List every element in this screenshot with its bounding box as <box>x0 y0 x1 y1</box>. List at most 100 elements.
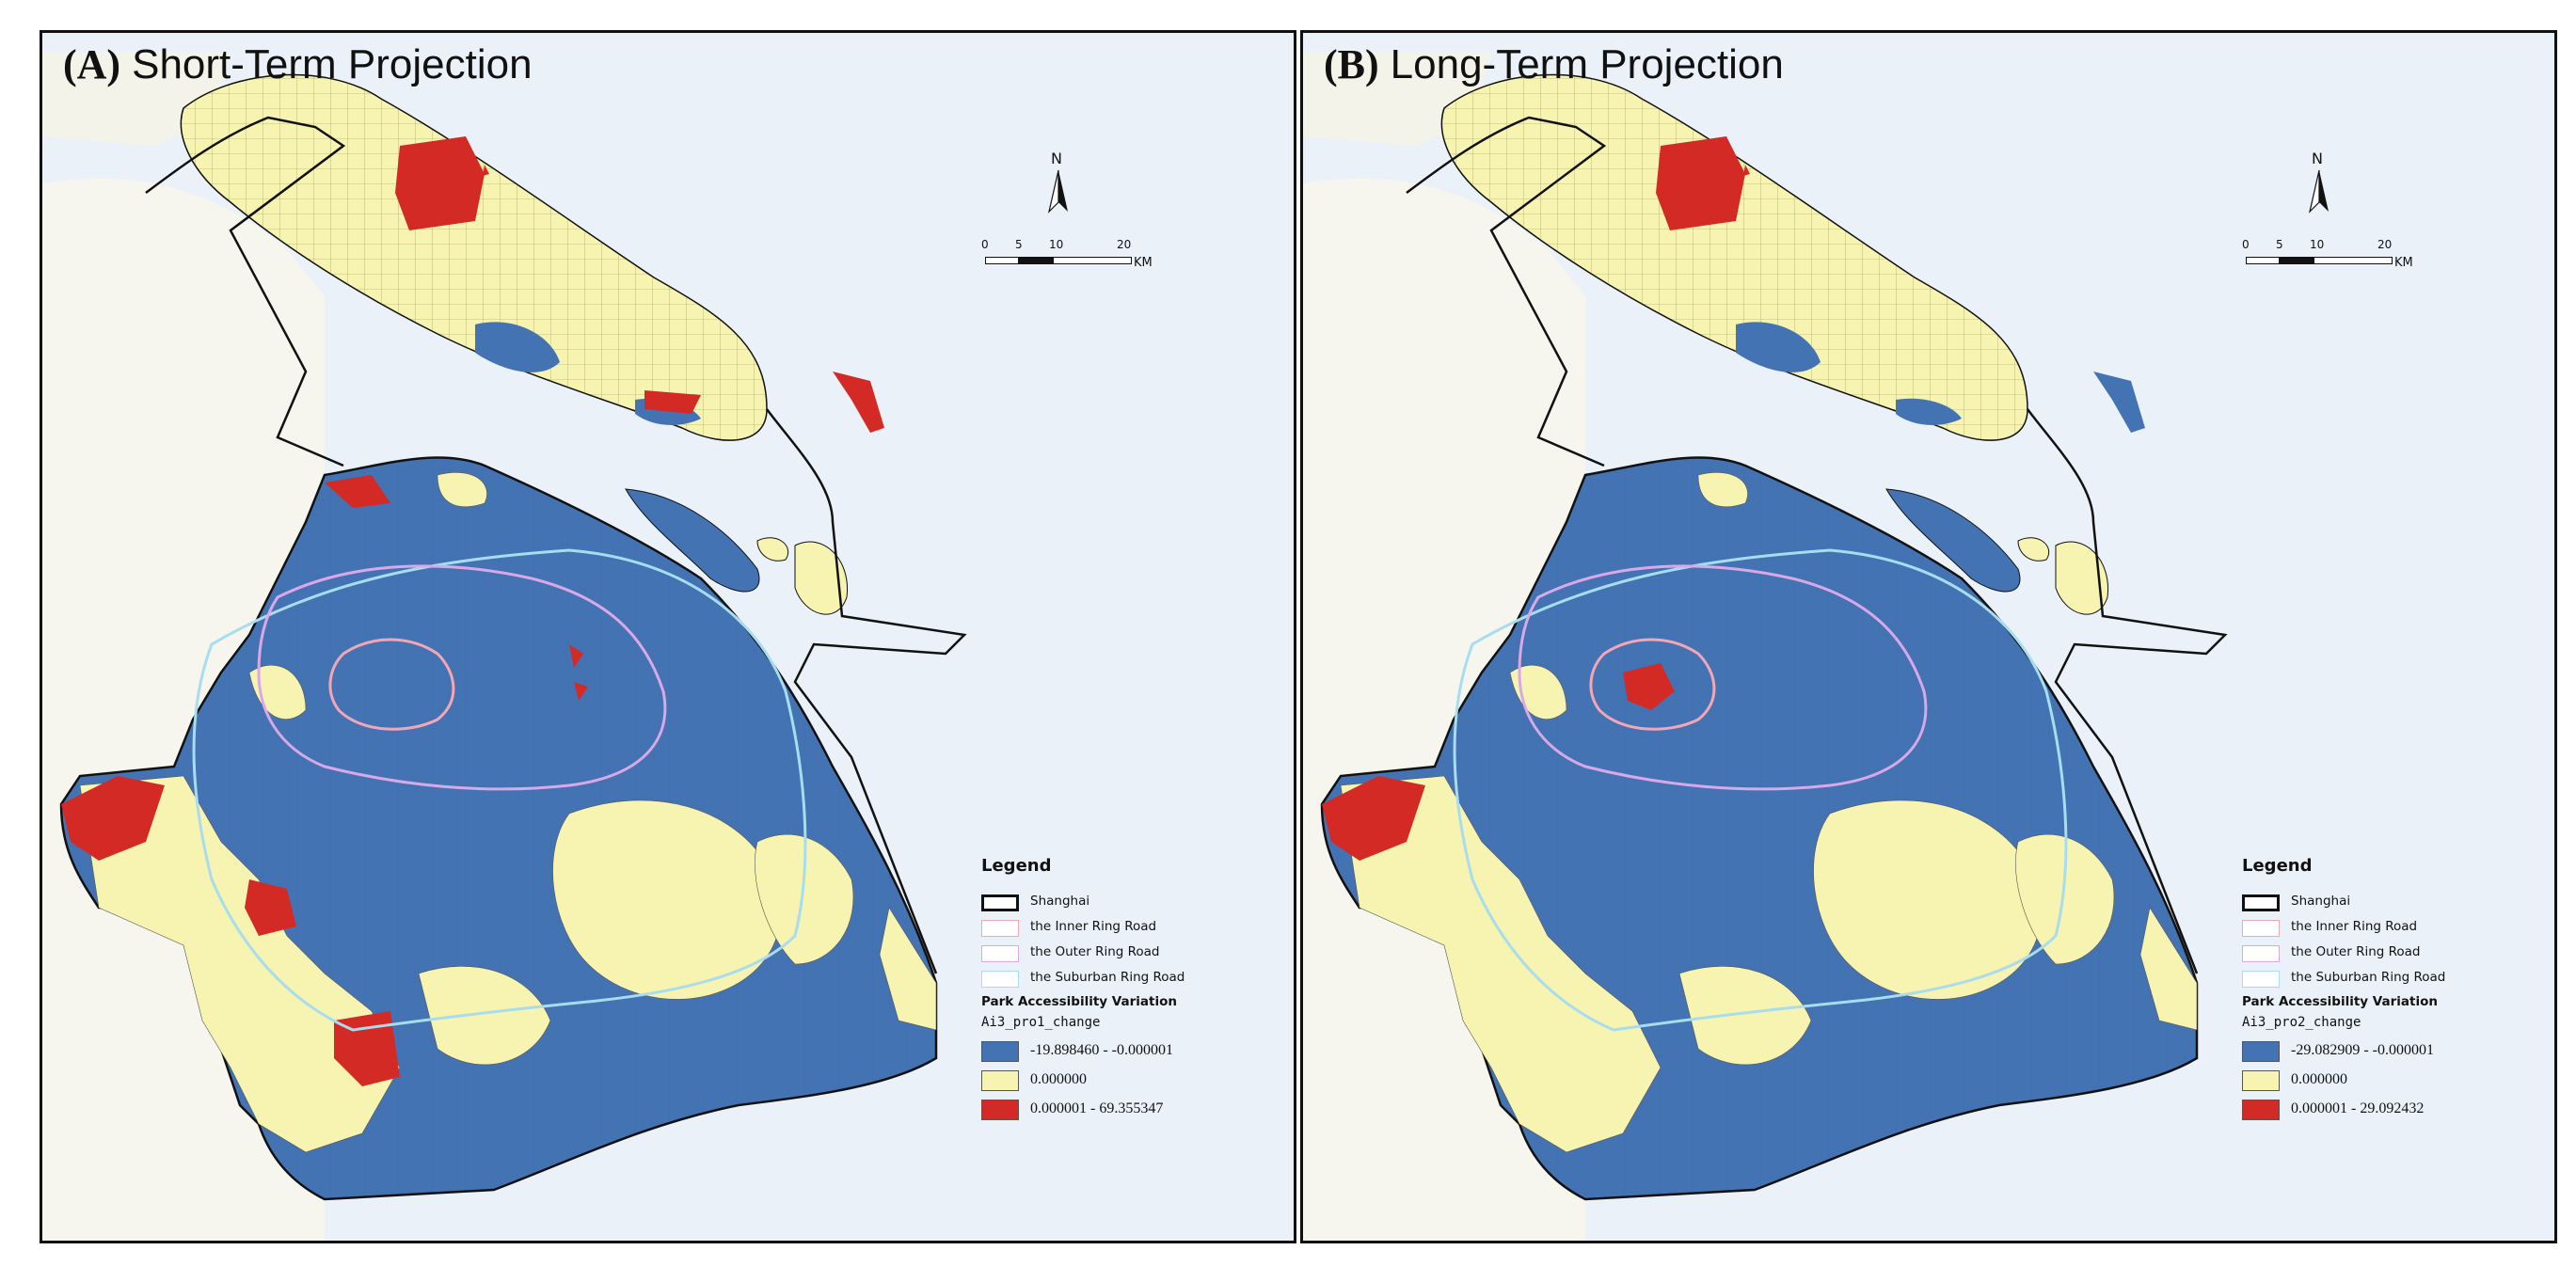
panel-title: (A) Short-Term Projection <box>63 40 533 88</box>
map-panel-a: (A) Short-Term Projection N 0 5 10 20 KM … <box>40 30 1296 1243</box>
map-panel-b: (B) Long-Term Projection N 0 5 10 20 KM L… <box>1300 30 2557 1243</box>
zero-change-area <box>418 966 551 1066</box>
north-arrow-icon <box>2308 169 2329 214</box>
class-swatch <box>981 1041 1019 1062</box>
legend-item-outer-ring: the Outer Ring Road <box>981 942 1264 967</box>
legend-label: the Inner Ring Road <box>2291 919 2418 934</box>
islet <box>756 537 789 562</box>
inner-ring-road <box>1589 638 1716 731</box>
scale-tick: 0 <box>981 238 989 251</box>
scale-unit: KM <box>2394 256 2413 270</box>
scale-segment <box>1053 257 1132 264</box>
changxing-island <box>1885 488 2021 593</box>
suburban-ring-swatch <box>2242 971 2280 988</box>
class-swatch <box>981 1070 1019 1091</box>
legend-label: the Outer Ring Road <box>1030 944 1160 959</box>
map-legend: Legend Shanghai the Inner Ring Road the … <box>2242 856 2524 1125</box>
chongming-grid <box>1441 74 2027 441</box>
chongming-grid <box>181 74 767 441</box>
increase-area <box>644 390 701 414</box>
increase-area <box>245 879 296 936</box>
zero-change-area <box>437 472 487 507</box>
legend-label: Shanghai <box>1030 894 1090 909</box>
legend-field: Ai3_pro1_change <box>981 1015 1101 1030</box>
legend-item-suburban-ring: the Suburban Ring Road <box>981 967 1264 992</box>
increase-area <box>325 475 390 508</box>
boundary-swatch <box>2242 894 2280 911</box>
legend-item-shanghai: Shanghai <box>981 891 1264 916</box>
map-legend: Legend Shanghai the Inner Ring Road the … <box>981 856 1264 1125</box>
increase-area <box>569 644 583 668</box>
legend-class: 0.000001 - 69.355347 <box>981 1096 1264 1125</box>
zero-change-area <box>552 799 781 1000</box>
zero-change-area <box>1697 472 1748 507</box>
scale-bar: 0 5 10 20 KM <box>981 238 1188 279</box>
shanghai-boundary <box>1406 116 1607 467</box>
scale-tick: 0 <box>2242 238 2250 251</box>
shanghai-boundary <box>766 408 967 974</box>
zero-change-area <box>2015 833 2115 965</box>
legend-subtitle: Park Accessibility Variation <box>981 994 1177 1009</box>
increase-area <box>1743 165 1750 176</box>
north-label: N <box>1051 150 1062 167</box>
legend-item-inner-ring: the Inner Ring Road <box>981 916 1264 942</box>
legend-title: Legend <box>2242 856 2313 876</box>
scale-unit: KM <box>1134 256 1153 270</box>
scale-tick: 20 <box>2377 238 2393 251</box>
zero-change-area <box>1813 799 2042 1000</box>
legend-class: -29.082909 - -0.000001 <box>2242 1037 2524 1067</box>
class-label: 0.000000 <box>2291 1071 2347 1087</box>
class-label: -29.082909 - -0.000001 <box>2291 1042 2434 1058</box>
scale-segment <box>2280 257 2314 264</box>
panel-tag: (A) <box>63 41 121 87</box>
scale-tick: 5 <box>1015 238 1023 251</box>
class-swatch <box>2242 1100 2280 1120</box>
suburban-ring-road <box>192 548 807 1032</box>
north-label: N <box>2312 150 2323 167</box>
outer-ring-road <box>257 564 667 791</box>
legend-label: the Suburban Ring Road <box>1030 970 1185 985</box>
panel-title-text: Short-Term Projection <box>132 41 533 87</box>
legend-item-inner-ring: the Inner Ring Road <box>2242 916 2524 942</box>
legend-item-suburban-ring: the Suburban Ring Road <box>2242 967 2524 992</box>
increase-area <box>61 776 165 861</box>
suburban-ring-road <box>1453 548 2068 1032</box>
hengsha-island <box>794 541 849 615</box>
legend-label: the Inner Ring Road <box>1030 919 1157 934</box>
increase-area <box>483 165 489 176</box>
legend-class: -19.898460 - -0.000001 <box>981 1037 1264 1067</box>
zero-change-area <box>79 775 401 1153</box>
class-label: -19.898460 - -0.000001 <box>1030 1042 1173 1058</box>
legend-label: the Suburban Ring Road <box>2291 970 2446 985</box>
shanghai-boundary <box>2027 408 2228 974</box>
zero-change-area <box>2139 907 2198 1031</box>
changxing-island <box>625 488 760 593</box>
increase-area <box>395 136 485 230</box>
decrease-area <box>1736 322 1821 372</box>
shanghai-boundary <box>145 116 346 467</box>
north-arrow-icon <box>1047 169 1068 214</box>
class-label: 0.000000 <box>1030 1071 1087 1087</box>
legend-item-shanghai: Shanghai <box>2242 891 2524 916</box>
north-arrow: N <box>1040 150 1077 225</box>
zero-change-area <box>1340 775 1662 1153</box>
map-canvas <box>42 52 967 1241</box>
legend-subtitle: Park Accessibility Variation <box>2242 994 2438 1009</box>
inner-ring-swatch <box>2242 920 2280 937</box>
class-swatch <box>2242 1070 2280 1091</box>
outer-ring-swatch <box>2242 945 2280 962</box>
class-label: 0.000001 - 69.355347 <box>1030 1100 1164 1116</box>
panel-title: (B) Long-Term Projection <box>1324 40 1784 88</box>
scale-tick: 20 <box>1117 238 1132 251</box>
outer-ring-road <box>1518 564 1928 791</box>
legend-label: Shanghai <box>2291 894 2351 909</box>
increase-area <box>1322 776 1425 861</box>
scale-tick: 5 <box>2276 238 2283 251</box>
scale-tick: 10 <box>1049 238 1064 251</box>
legend-label: the Outer Ring Road <box>2291 944 2421 959</box>
panel-title-text: Long-Term Projection <box>1390 41 1784 87</box>
increase-area <box>1623 663 1675 710</box>
boundary-swatch <box>981 894 1019 911</box>
scale-bar: 0 5 10 20 KM <box>2242 238 2449 279</box>
legend-field: Ai3_pro2_change <box>2242 1015 2361 1030</box>
